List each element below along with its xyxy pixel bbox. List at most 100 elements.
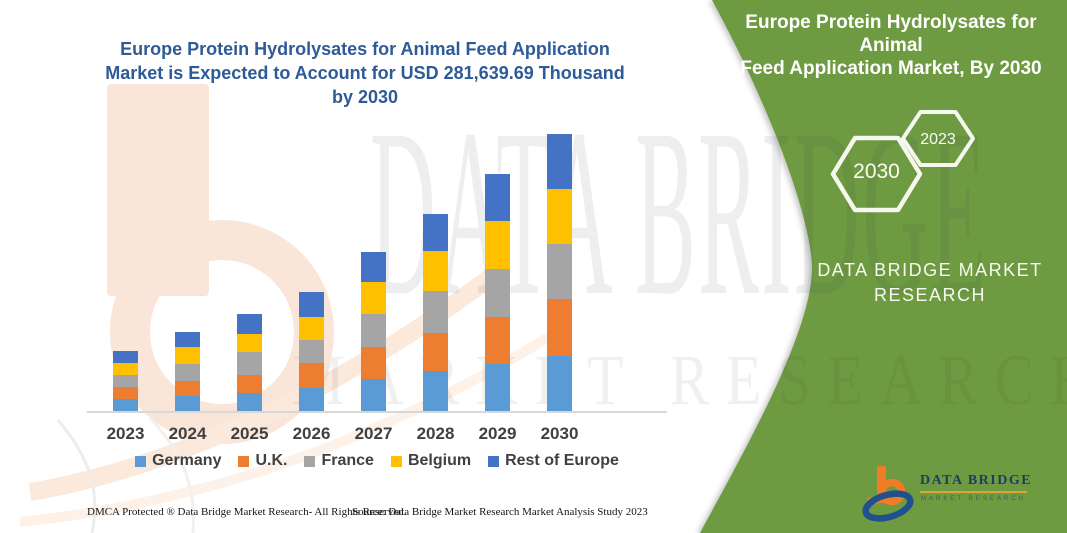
legend-label-rest-of-europe: Rest of Europe xyxy=(505,452,619,469)
bar-segment-belgium-2024 xyxy=(175,347,200,364)
bar-segment-germany-2030 xyxy=(547,356,572,411)
x-axis-label-2023: 2023 xyxy=(106,424,145,443)
chart-legend: Germany U.K. France Belgium Rest of Europe xyxy=(87,452,667,470)
bar-stack-2027 xyxy=(361,252,386,411)
bar-segment-belgium-2027 xyxy=(361,282,386,314)
x-axis-label-2025: 2025 xyxy=(230,424,269,443)
legend-item-rest-of-europe: Rest of Europe xyxy=(488,452,619,470)
x-axis-label-2029: 2029 xyxy=(478,424,517,443)
bar-segment-germany-2028 xyxy=(423,371,448,411)
bar-stack-2028 xyxy=(423,214,448,411)
bar-segment-france-2030 xyxy=(547,244,572,299)
bar-segment-france-2027 xyxy=(361,314,386,347)
bar-segment-germany-2023 xyxy=(113,399,138,411)
chart-title-line-3: by 2030 xyxy=(331,87,399,107)
bar-column-2027: 2027 xyxy=(355,252,392,443)
bar-segment-uk-2025 xyxy=(237,375,262,393)
panel-heading-line-1: Europe Protein Hydrolysates for Animal xyxy=(745,12,1037,56)
bar-segment-france-2023 xyxy=(113,375,138,387)
bar-segment-uk-2029 xyxy=(485,317,510,364)
bar-segment-restofeurope-2023 xyxy=(113,351,138,363)
bar-segment-belgium-2025 xyxy=(237,334,262,352)
watermark-text-small: MARKET RESEARCH xyxy=(292,340,1067,420)
bar-segment-restofeurope-2029 xyxy=(485,174,510,221)
bar-segment-france-2025 xyxy=(237,352,262,375)
corner-arc-2 xyxy=(148,416,195,533)
panel-heading-line-2: Feed Application Market, By 2030 xyxy=(740,58,1042,79)
x-axis-label-2024: 2024 xyxy=(168,424,207,443)
bar-segment-belgium-2028 xyxy=(423,251,448,291)
logo-d-swoosh xyxy=(862,490,914,522)
panel-brand-text: DATA BRIDGE MARKET RESEARCH xyxy=(800,258,1060,308)
bar-column-2029: 2029 xyxy=(479,174,516,443)
legend-item-germany: Germany xyxy=(135,452,221,470)
bar-segment-belgium-2023 xyxy=(113,363,138,375)
bar-segment-restofeurope-2026 xyxy=(299,292,324,317)
bar-column-2023: 2023 xyxy=(107,351,144,443)
bar-stack-2026 xyxy=(299,292,324,411)
bar-stack-2024 xyxy=(175,332,200,411)
logo-subtitle: MARKET RESEARCH xyxy=(921,496,1026,502)
hexagon-2030-label: 2030 xyxy=(853,160,900,183)
dmca-notice: DMCA Protected ® Data Bridge Market Rese… xyxy=(87,506,407,518)
bar-segment-uk-2026 xyxy=(299,363,324,388)
bar-segment-uk-2028 xyxy=(423,333,448,371)
x-axis-label-2030: 2030 xyxy=(540,424,579,443)
databridge-logo-icon xyxy=(862,466,914,522)
bar-segment-restofeurope-2025 xyxy=(237,314,262,334)
bar-segment-france-2026 xyxy=(299,340,324,363)
bar-segment-uk-2023 xyxy=(113,387,138,399)
hexagon-2023-label: 2023 xyxy=(920,131,956,148)
panel-brand-line-2: RESEARCH xyxy=(873,285,987,305)
bar-column-2024: 2024 xyxy=(169,332,206,443)
logo-underline xyxy=(920,491,1027,493)
bar-segment-germany-2026 xyxy=(299,388,324,411)
legend-swatch-germany xyxy=(135,455,147,467)
bar-segment-france-2029 xyxy=(485,269,510,317)
bar-segment-restofeurope-2030 xyxy=(547,134,572,189)
bar-stack-2030 xyxy=(547,134,572,411)
chart-title-line-2: Market is Expected to Account for USD 28… xyxy=(105,63,625,83)
bar-segment-belgium-2030 xyxy=(547,189,572,244)
bar-segment-uk-2024 xyxy=(175,381,200,396)
legend-label-u-k-: U.K. xyxy=(255,452,288,469)
logo-wordmark: DATA BRIDGE xyxy=(920,473,1033,488)
legend-item-france: France xyxy=(304,452,374,470)
bar-segment-belgium-2026 xyxy=(299,317,324,340)
panel-brand-line-1: DATA BRIDGE MARKET xyxy=(817,260,1043,280)
watermark-swoosh-2 xyxy=(19,325,563,527)
bars-row: 2023 2024 2025 2026 2027 2028 2029 2030 xyxy=(87,118,667,443)
bar-column-2028: 2028 xyxy=(417,214,454,443)
legend-swatch-rest-of-europe xyxy=(488,455,500,467)
bar-segment-germany-2029 xyxy=(485,364,510,411)
panel-heading: Europe Protein Hydrolysates for Animal F… xyxy=(726,11,1056,80)
bar-stack-2025 xyxy=(237,314,262,411)
chart-title-line-1: Europe Protein Hydrolysates for Animal F… xyxy=(120,39,610,59)
bar-segment-belgium-2029 xyxy=(485,221,510,269)
bar-segment-germany-2025 xyxy=(237,393,262,411)
x-axis-label-2028: 2028 xyxy=(416,424,455,443)
bar-column-2026: 2026 xyxy=(293,292,330,443)
bar-stack-2023 xyxy=(113,351,138,411)
bar-segment-germany-2024 xyxy=(175,396,200,411)
legend-swatch-france xyxy=(304,455,316,467)
bar-segment-restofeurope-2028 xyxy=(423,214,448,251)
x-axis-label-2027: 2027 xyxy=(354,424,393,443)
bar-segment-germany-2027 xyxy=(361,379,386,411)
bar-column-2030: 2030 xyxy=(541,134,578,443)
bar-segment-restofeurope-2027 xyxy=(361,252,386,282)
bar-column-2025: 2025 xyxy=(231,314,268,443)
source-note: Source: Data Bridge Market Research Mark… xyxy=(352,506,648,518)
bar-stack-2029 xyxy=(485,174,510,411)
bar-segment-uk-2027 xyxy=(361,347,386,379)
legend-label-germany: Germany xyxy=(152,452,222,469)
x-axis-label-2026: 2026 xyxy=(292,424,331,443)
green-panel-path xyxy=(700,0,1067,533)
corner-arc-1 xyxy=(56,419,97,533)
legend-swatch-u-k- xyxy=(238,455,250,467)
legend-label-france: France xyxy=(321,452,374,469)
bar-segment-restofeurope-2024 xyxy=(175,332,200,347)
legend-item-belgium: Belgium xyxy=(390,452,471,470)
